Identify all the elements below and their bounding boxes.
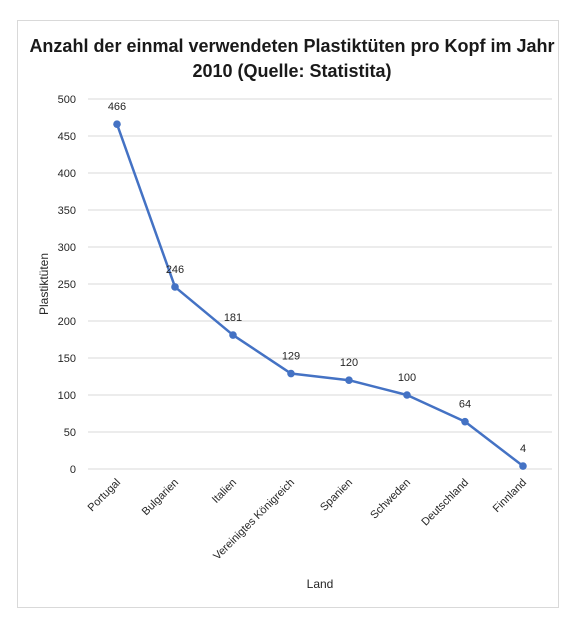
data-point bbox=[171, 283, 179, 291]
x-tick-label: Schweden bbox=[368, 477, 413, 522]
y-tick-label: 0 bbox=[70, 464, 76, 476]
y-tick-label: 50 bbox=[64, 427, 76, 439]
data-point bbox=[287, 369, 295, 378]
data-point bbox=[461, 417, 469, 426]
series-line bbox=[115, 123, 524, 468]
data-point bbox=[113, 120, 121, 128]
data-label: 100 bbox=[398, 372, 416, 384]
x-tick-label: Finnland bbox=[491, 477, 529, 515]
y-axis-ticks: 0 50 100 150 200 250 300 350 400 450 500 bbox=[58, 94, 76, 476]
y-axis-label: Plastiktüten bbox=[37, 253, 51, 315]
x-tick-label: Bulgarien bbox=[140, 477, 181, 518]
data-label: 246 bbox=[166, 264, 184, 276]
x-tick-label: Italien bbox=[210, 477, 239, 506]
data-point bbox=[519, 462, 527, 470]
data-label: 466 bbox=[108, 101, 126, 113]
data-labels: 466 246 181 129 120 100 64 4 bbox=[108, 101, 526, 455]
y-tick-label: 400 bbox=[58, 168, 76, 180]
y-tick-label: 150 bbox=[58, 353, 76, 365]
data-label: 129 bbox=[282, 351, 300, 363]
x-tick-label: Portugal bbox=[86, 477, 123, 514]
gridlines bbox=[88, 98, 552, 470]
data-label: 4 bbox=[520, 443, 526, 455]
data-point bbox=[229, 331, 237, 339]
data-label: 120 bbox=[340, 357, 358, 369]
x-axis-label: Land bbox=[307, 577, 334, 591]
y-tick-label: 100 bbox=[58, 390, 76, 402]
y-tick-label: 200 bbox=[58, 316, 76, 328]
y-tick-label: 250 bbox=[58, 279, 76, 291]
y-tick-label: 350 bbox=[58, 205, 76, 217]
y-tick-label: 500 bbox=[58, 94, 76, 106]
chart-frame bbox=[17, 20, 559, 608]
x-tick-label: Spanien bbox=[318, 477, 355, 514]
y-tick-label: 450 bbox=[58, 131, 76, 143]
series-group bbox=[113, 120, 527, 470]
data-point bbox=[403, 391, 411, 399]
data-label: 64 bbox=[459, 399, 471, 411]
data-label: 181 bbox=[224, 312, 242, 324]
data-point bbox=[345, 376, 353, 385]
x-tick-label: Deutschland bbox=[419, 477, 471, 529]
y-tick-label: 300 bbox=[58, 242, 76, 254]
chart-title: Anzahl der einmal verwendeten Plastiktüt… bbox=[29, 36, 555, 81]
